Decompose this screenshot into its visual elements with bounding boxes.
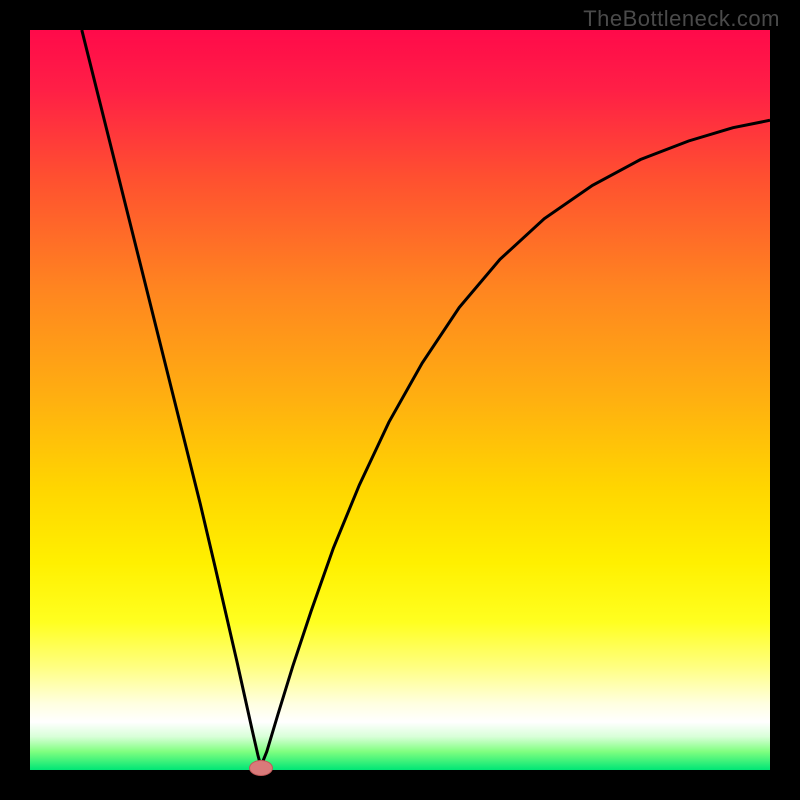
- bottleneck-curve-layer: [30, 30, 770, 770]
- chart-root: { "watermark": { "text": "TheBottleneck.…: [0, 0, 800, 800]
- bottleneck-curve-left: [82, 30, 261, 766]
- bottleneck-curve-right: [261, 120, 770, 766]
- minimum-point-marker: [249, 760, 273, 776]
- plot-frame: [30, 30, 770, 770]
- watermark-label: TheBottleneck.com: [583, 6, 780, 32]
